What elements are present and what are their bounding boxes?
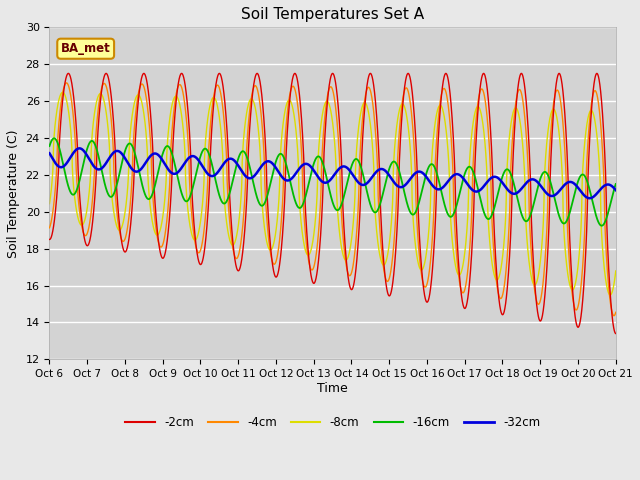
- Legend: -2cm, -4cm, -8cm, -16cm, -32cm: -2cm, -4cm, -8cm, -16cm, -32cm: [120, 412, 545, 434]
- X-axis label: Time: Time: [317, 382, 348, 395]
- Title: Soil Temperatures Set A: Soil Temperatures Set A: [241, 7, 424, 22]
- Text: BA_met: BA_met: [61, 42, 111, 55]
- Y-axis label: Soil Temperature (C): Soil Temperature (C): [7, 129, 20, 258]
